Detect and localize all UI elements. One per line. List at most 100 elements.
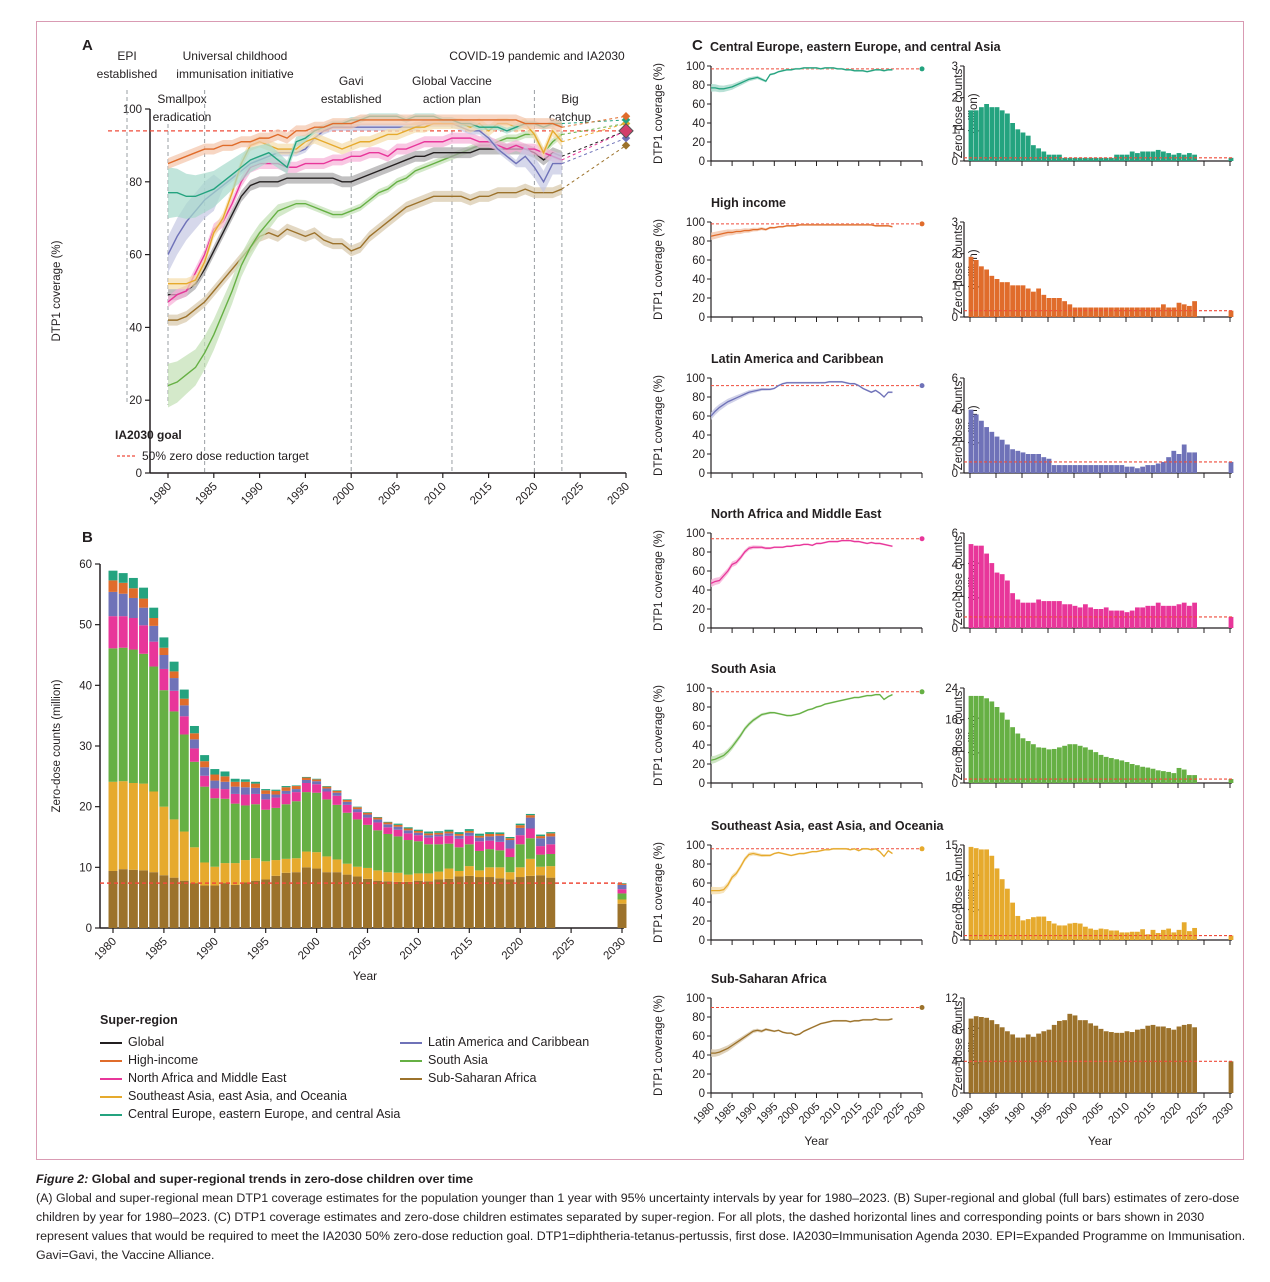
y-tick-label: 80 <box>692 702 705 714</box>
zero-dose-bar <box>1093 929 1099 940</box>
bar-segment-high_income <box>220 776 230 782</box>
zero-dose-bar <box>1150 605 1156 628</box>
bar-segment-ssa <box>373 880 383 928</box>
zero-dose-bar <box>1145 767 1151 783</box>
x-tick-label: 2010 <box>398 936 425 963</box>
zero-dose-bar <box>1067 604 1073 628</box>
zero-dose-y-label: Zero-dose counts <box>953 848 965 938</box>
bar-segment-ssa <box>210 885 220 928</box>
projection-line-nafme <box>561 130 627 161</box>
y-tick-label: 80 <box>692 392 705 404</box>
bar-segment-south_asia <box>291 801 301 859</box>
bar-segment-seao <box>373 870 383 881</box>
bar-segment-ssa <box>301 867 311 928</box>
zero-dose-bar <box>1010 123 1015 161</box>
y-tick-label: 60 <box>692 721 705 733</box>
zero-dose-bar <box>1057 465 1062 473</box>
zero-dose-bar <box>1088 157 1093 161</box>
bar-segment-south_asia <box>444 843 454 869</box>
x-axis-label: Year <box>1088 1134 1112 1148</box>
bar-segment-seao <box>464 866 474 876</box>
bar-segment-lac <box>464 832 474 836</box>
bar-segment-south_asia <box>261 809 271 862</box>
y-tick-label: 0 <box>952 156 958 168</box>
bar-segment-lac <box>546 836 556 845</box>
zero-dose-bar <box>979 266 984 317</box>
zero-dose-bar <box>999 282 1005 317</box>
bar-segment-cee <box>149 607 159 618</box>
bar-segment-lac <box>424 835 434 838</box>
zero-dose-bar <box>1036 916 1041 940</box>
bar-segment-cee <box>301 776 311 778</box>
zero-dose-bar <box>1192 602 1197 628</box>
bar-segment-cee <box>179 689 189 699</box>
zero-dose-bar <box>1181 602 1187 628</box>
bar-segment-nafme <box>200 775 210 787</box>
zero-dose-bar <box>1088 749 1093 783</box>
zero-dose-bar <box>1005 719 1010 783</box>
zero-dose-bar <box>1015 733 1021 783</box>
bar-segment-high_income <box>291 786 301 790</box>
zero-dose-bar <box>1103 929 1109 940</box>
coverage-band <box>711 1017 893 1057</box>
bar-segment-high_income <box>444 831 454 834</box>
coverage-line <box>711 67 893 90</box>
bar-segment-south_asia <box>128 649 138 784</box>
zero-dose-bar <box>1072 465 1078 473</box>
zero-dose-bar <box>1171 154 1177 161</box>
bar-segment-cee <box>342 799 352 800</box>
bar-segment-lac <box>200 767 210 776</box>
y-tick-label: 100 <box>123 104 142 116</box>
bar-segment-high_income <box>322 786 332 789</box>
y-tick-label: 0 <box>699 935 705 947</box>
bar-segment-south_asia <box>424 844 434 874</box>
x-tick-label: 2015 <box>468 481 495 508</box>
zero-dose-bar <box>1155 463 1161 473</box>
bar-segment-south_asia <box>230 803 240 864</box>
zero-dose-bar <box>1051 923 1057 940</box>
bar-segment-cee <box>189 725 199 734</box>
y-tick-label: 100 <box>686 528 705 540</box>
x-tick-label: 2010 <box>422 481 449 508</box>
zero-dose-bar <box>1036 747 1041 783</box>
zero-dose-bar <box>1046 921 1052 940</box>
bar-segment-nafme <box>230 793 240 804</box>
zero-dose-bar <box>1140 1028 1145 1093</box>
zero-dose-bar <box>994 436 1000 473</box>
zero-dose-bar <box>1176 929 1182 940</box>
y-tick-label: 4 <box>952 1056 959 1068</box>
x-tick-label: 2025 <box>881 1101 907 1127</box>
y-tick-label: 60 <box>692 411 705 423</box>
zero-dose-bar <box>1072 922 1078 940</box>
legend-label: Latin America and Caribbean <box>428 1035 590 1049</box>
bar-segment-lac <box>301 779 311 784</box>
legend-label: South Asia <box>428 1053 488 1067</box>
y-tick-label: 0 <box>952 468 958 480</box>
x-tick-label: 1990 <box>194 936 221 963</box>
bar-segment-nafme <box>210 788 220 799</box>
bar-segment-seao <box>169 819 179 878</box>
zero-dose-bar <box>1161 771 1166 783</box>
zero-dose-bar <box>1228 157 1234 161</box>
bar-segment-nafme <box>454 838 464 848</box>
bar-segment-high_income <box>281 787 291 791</box>
bar-segment-nafme <box>261 799 271 810</box>
bar-segment-lac <box>189 739 199 749</box>
zero-dose-bar <box>1228 1061 1234 1093</box>
bar-segment-lac <box>393 826 403 830</box>
x-tick-label: 2005 <box>797 1101 823 1127</box>
bar-segment-ssa <box>617 903 627 928</box>
bar-segment-high_income <box>536 836 546 839</box>
bar-segment-south_asia <box>515 844 525 868</box>
zero-dose-bar <box>1140 929 1145 940</box>
region-panel-south_asia: South Asia 0 20 40 60 80 100 DTP1 coverage (%) 0… <box>653 662 1234 790</box>
bar-segment-seao <box>271 860 281 876</box>
bar-segment-lac <box>434 834 444 837</box>
bar-segment-nafme <box>485 840 495 850</box>
zero-dose-bar <box>1187 153 1192 161</box>
bar-segment-high_income <box>617 883 627 885</box>
bar-segment-ssa <box>495 878 505 928</box>
zero-dose-bar <box>1083 926 1088 940</box>
bar-segment-seao <box>454 870 464 877</box>
y-tick-label: 80 <box>692 236 705 248</box>
